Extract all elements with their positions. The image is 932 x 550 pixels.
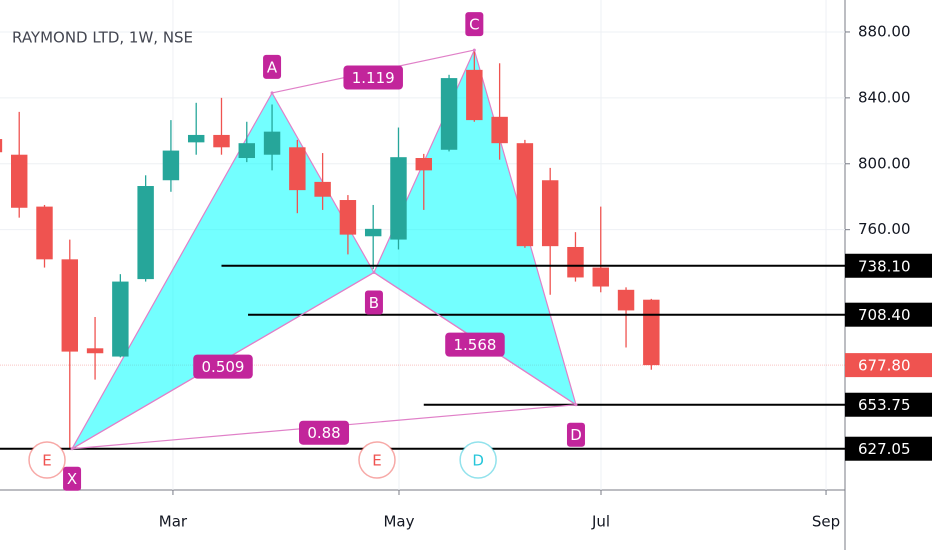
ratio-label-box <box>343 65 403 90</box>
candle-body <box>516 143 534 247</box>
pattern-point <box>574 403 578 407</box>
point-label: C <box>469 16 479 34</box>
level-label-box <box>845 302 932 327</box>
ratio-label: 0.88 <box>307 424 340 442</box>
point-label-box <box>263 54 282 79</box>
pattern-point <box>472 48 476 52</box>
ratio-label: 1.119 <box>352 69 395 87</box>
candle-body <box>440 78 458 150</box>
event-label: D <box>472 452 484 470</box>
level-label-box <box>845 392 932 417</box>
candle-body <box>36 206 53 260</box>
ratio-label: 1.568 <box>453 336 496 354</box>
candle-body <box>617 289 635 311</box>
candle-body <box>137 186 154 280</box>
point-label-box <box>465 12 484 37</box>
event-marker <box>28 441 66 479</box>
candle-body <box>0 139 3 153</box>
event-label: E <box>42 452 51 470</box>
level-label-box <box>845 253 932 278</box>
candle-body <box>592 267 609 287</box>
candle-body <box>10 154 28 208</box>
point-label-box <box>364 290 383 315</box>
y-tick-label: 840.00 <box>858 88 911 106</box>
last-price-label: 677.80 <box>858 357 911 375</box>
candle-body <box>415 158 432 171</box>
y-tick-label: 800.00 <box>858 154 911 172</box>
point-label-box <box>63 466 82 491</box>
candle-body <box>61 259 79 352</box>
candle-body <box>364 228 382 237</box>
event-label: E <box>372 452 381 470</box>
x-tick-label: May <box>383 513 414 531</box>
level-label: 738.10 <box>858 257 911 275</box>
ratio-label-box <box>299 420 350 445</box>
y-tick-label: 760.00 <box>858 220 911 238</box>
candle-body <box>390 157 407 240</box>
level-label-box <box>845 436 932 461</box>
ratio-label-box <box>445 332 505 357</box>
candle-body <box>213 134 230 148</box>
candle-body <box>643 299 660 366</box>
point-label: B <box>369 294 379 312</box>
candle-body <box>187 134 205 143</box>
point-label: X <box>67 470 77 488</box>
y-tick-label: 880.00 <box>858 22 911 40</box>
last-price-box <box>845 353 932 378</box>
pattern-point <box>270 91 274 95</box>
candle-body <box>541 180 559 247</box>
chart-title: RAYMOND LTD, 1W, NSE <box>12 29 193 47</box>
candle-body <box>263 131 281 155</box>
pattern-point <box>372 271 376 275</box>
candle-body <box>238 143 255 159</box>
candle-body <box>162 150 180 181</box>
x-tick-label: Sep <box>812 513 840 531</box>
candle-body <box>289 147 306 191</box>
pattern-point <box>70 447 74 451</box>
level-label: 627.05 <box>858 440 911 458</box>
candle-body <box>86 348 104 354</box>
level-label: 708.40 <box>858 306 911 324</box>
x-tick-label: Mar <box>159 513 188 531</box>
plot <box>0 0 845 490</box>
point-label: A <box>267 58 278 76</box>
ratio-label-box <box>193 354 253 379</box>
point-label-box <box>566 422 585 447</box>
candle-body <box>314 181 331 197</box>
candle-body <box>112 281 129 357</box>
candle-body <box>567 246 584 278</box>
ratio-label: 0.509 <box>202 358 245 376</box>
level-label: 653.75 <box>858 396 911 414</box>
point-label: D <box>570 426 582 444</box>
candle-body <box>491 116 508 144</box>
x-tick-label: Jul <box>591 513 610 531</box>
candle-body <box>466 69 483 121</box>
event-marker <box>358 441 396 479</box>
candle-body <box>339 200 357 235</box>
event-marker <box>459 441 497 479</box>
